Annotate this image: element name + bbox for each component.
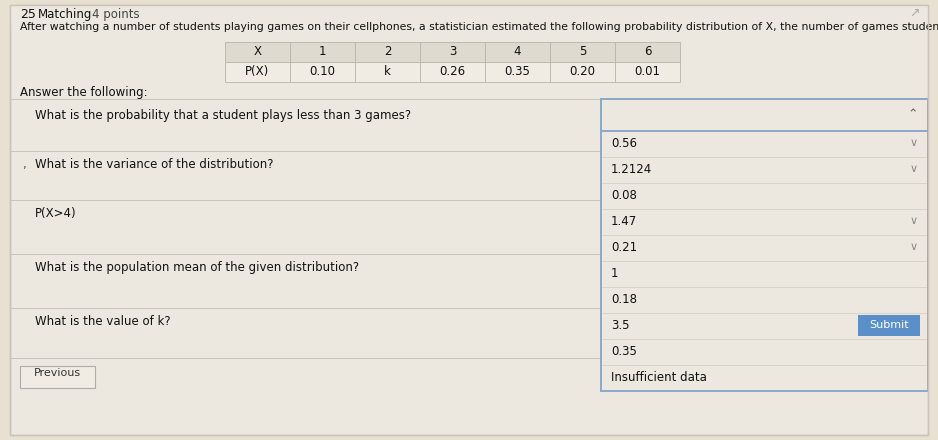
Bar xyxy=(601,131,928,157)
Bar xyxy=(601,261,928,287)
Bar xyxy=(20,366,95,388)
Bar xyxy=(225,42,290,62)
Bar xyxy=(290,62,355,82)
Text: ∨: ∨ xyxy=(910,164,918,174)
Text: 0.10: 0.10 xyxy=(310,65,336,78)
Bar xyxy=(615,62,680,82)
Text: Answer the following:: Answer the following: xyxy=(20,86,147,99)
Text: Previous: Previous xyxy=(34,368,81,378)
Bar xyxy=(601,365,928,391)
Text: 0.18: 0.18 xyxy=(611,293,637,306)
Text: 0.08: 0.08 xyxy=(611,189,637,202)
Text: Matching: Matching xyxy=(38,8,92,21)
Bar xyxy=(355,62,420,82)
Text: 3: 3 xyxy=(448,45,456,58)
Text: ∨: ∨ xyxy=(910,216,918,226)
Text: What is the population mean of the given distribution?: What is the population mean of the given… xyxy=(35,261,359,274)
Text: Insufficient data: Insufficient data xyxy=(611,371,707,384)
Text: 4: 4 xyxy=(514,45,522,58)
Bar xyxy=(601,99,928,131)
Text: k: k xyxy=(384,65,391,78)
Text: 5: 5 xyxy=(579,45,586,58)
Text: ⌃: ⌃ xyxy=(908,108,918,121)
Bar xyxy=(225,62,290,82)
Text: 0.35: 0.35 xyxy=(611,345,637,358)
Text: ↗: ↗ xyxy=(910,7,920,20)
Text: 1.47: 1.47 xyxy=(611,215,637,228)
Text: What is the probability that a student plays less than 3 games?: What is the probability that a student p… xyxy=(35,109,411,122)
Bar xyxy=(10,5,928,25)
Bar xyxy=(485,42,550,62)
Bar xyxy=(601,99,928,391)
Bar xyxy=(420,62,485,82)
Text: ∨: ∨ xyxy=(910,242,918,252)
Text: 0.20: 0.20 xyxy=(569,65,596,78)
Bar xyxy=(858,315,920,337)
Bar xyxy=(601,157,928,183)
Bar xyxy=(601,313,928,339)
Bar xyxy=(355,42,420,62)
Bar xyxy=(601,339,928,365)
Text: 3.5: 3.5 xyxy=(611,319,629,332)
Text: 0.01: 0.01 xyxy=(634,65,660,78)
Text: 1: 1 xyxy=(611,267,618,280)
Text: 0.35: 0.35 xyxy=(505,65,530,78)
Text: 1: 1 xyxy=(319,45,326,58)
Bar xyxy=(601,183,928,209)
Text: What is the value of k?: What is the value of k? xyxy=(35,315,171,328)
Text: Submit: Submit xyxy=(870,319,909,330)
Text: 25: 25 xyxy=(20,8,36,21)
Text: 0.26: 0.26 xyxy=(439,65,465,78)
Bar xyxy=(485,62,550,82)
Bar xyxy=(290,42,355,62)
Text: P(X): P(X) xyxy=(246,65,269,78)
Bar xyxy=(601,235,928,261)
Text: 6: 6 xyxy=(643,45,651,58)
Bar xyxy=(550,62,615,82)
Text: After watching a number of students playing games on their cellphones, a statist: After watching a number of students play… xyxy=(20,22,938,32)
Bar xyxy=(550,42,615,62)
Text: 4 points: 4 points xyxy=(92,8,140,21)
Text: P(X>4): P(X>4) xyxy=(35,207,77,220)
Text: 0.21: 0.21 xyxy=(611,241,637,254)
Text: 0.56: 0.56 xyxy=(611,137,637,150)
Text: ∨: ∨ xyxy=(910,138,918,148)
Bar xyxy=(601,209,928,235)
Bar xyxy=(601,287,928,313)
Text: 2: 2 xyxy=(384,45,391,58)
Text: 1.2124: 1.2124 xyxy=(611,163,652,176)
Text: ,: , xyxy=(22,158,25,171)
Text: X: X xyxy=(253,45,262,58)
Text: What is the variance of the distribution?: What is the variance of the distribution… xyxy=(35,158,274,171)
Bar xyxy=(420,42,485,62)
Bar xyxy=(615,42,680,62)
